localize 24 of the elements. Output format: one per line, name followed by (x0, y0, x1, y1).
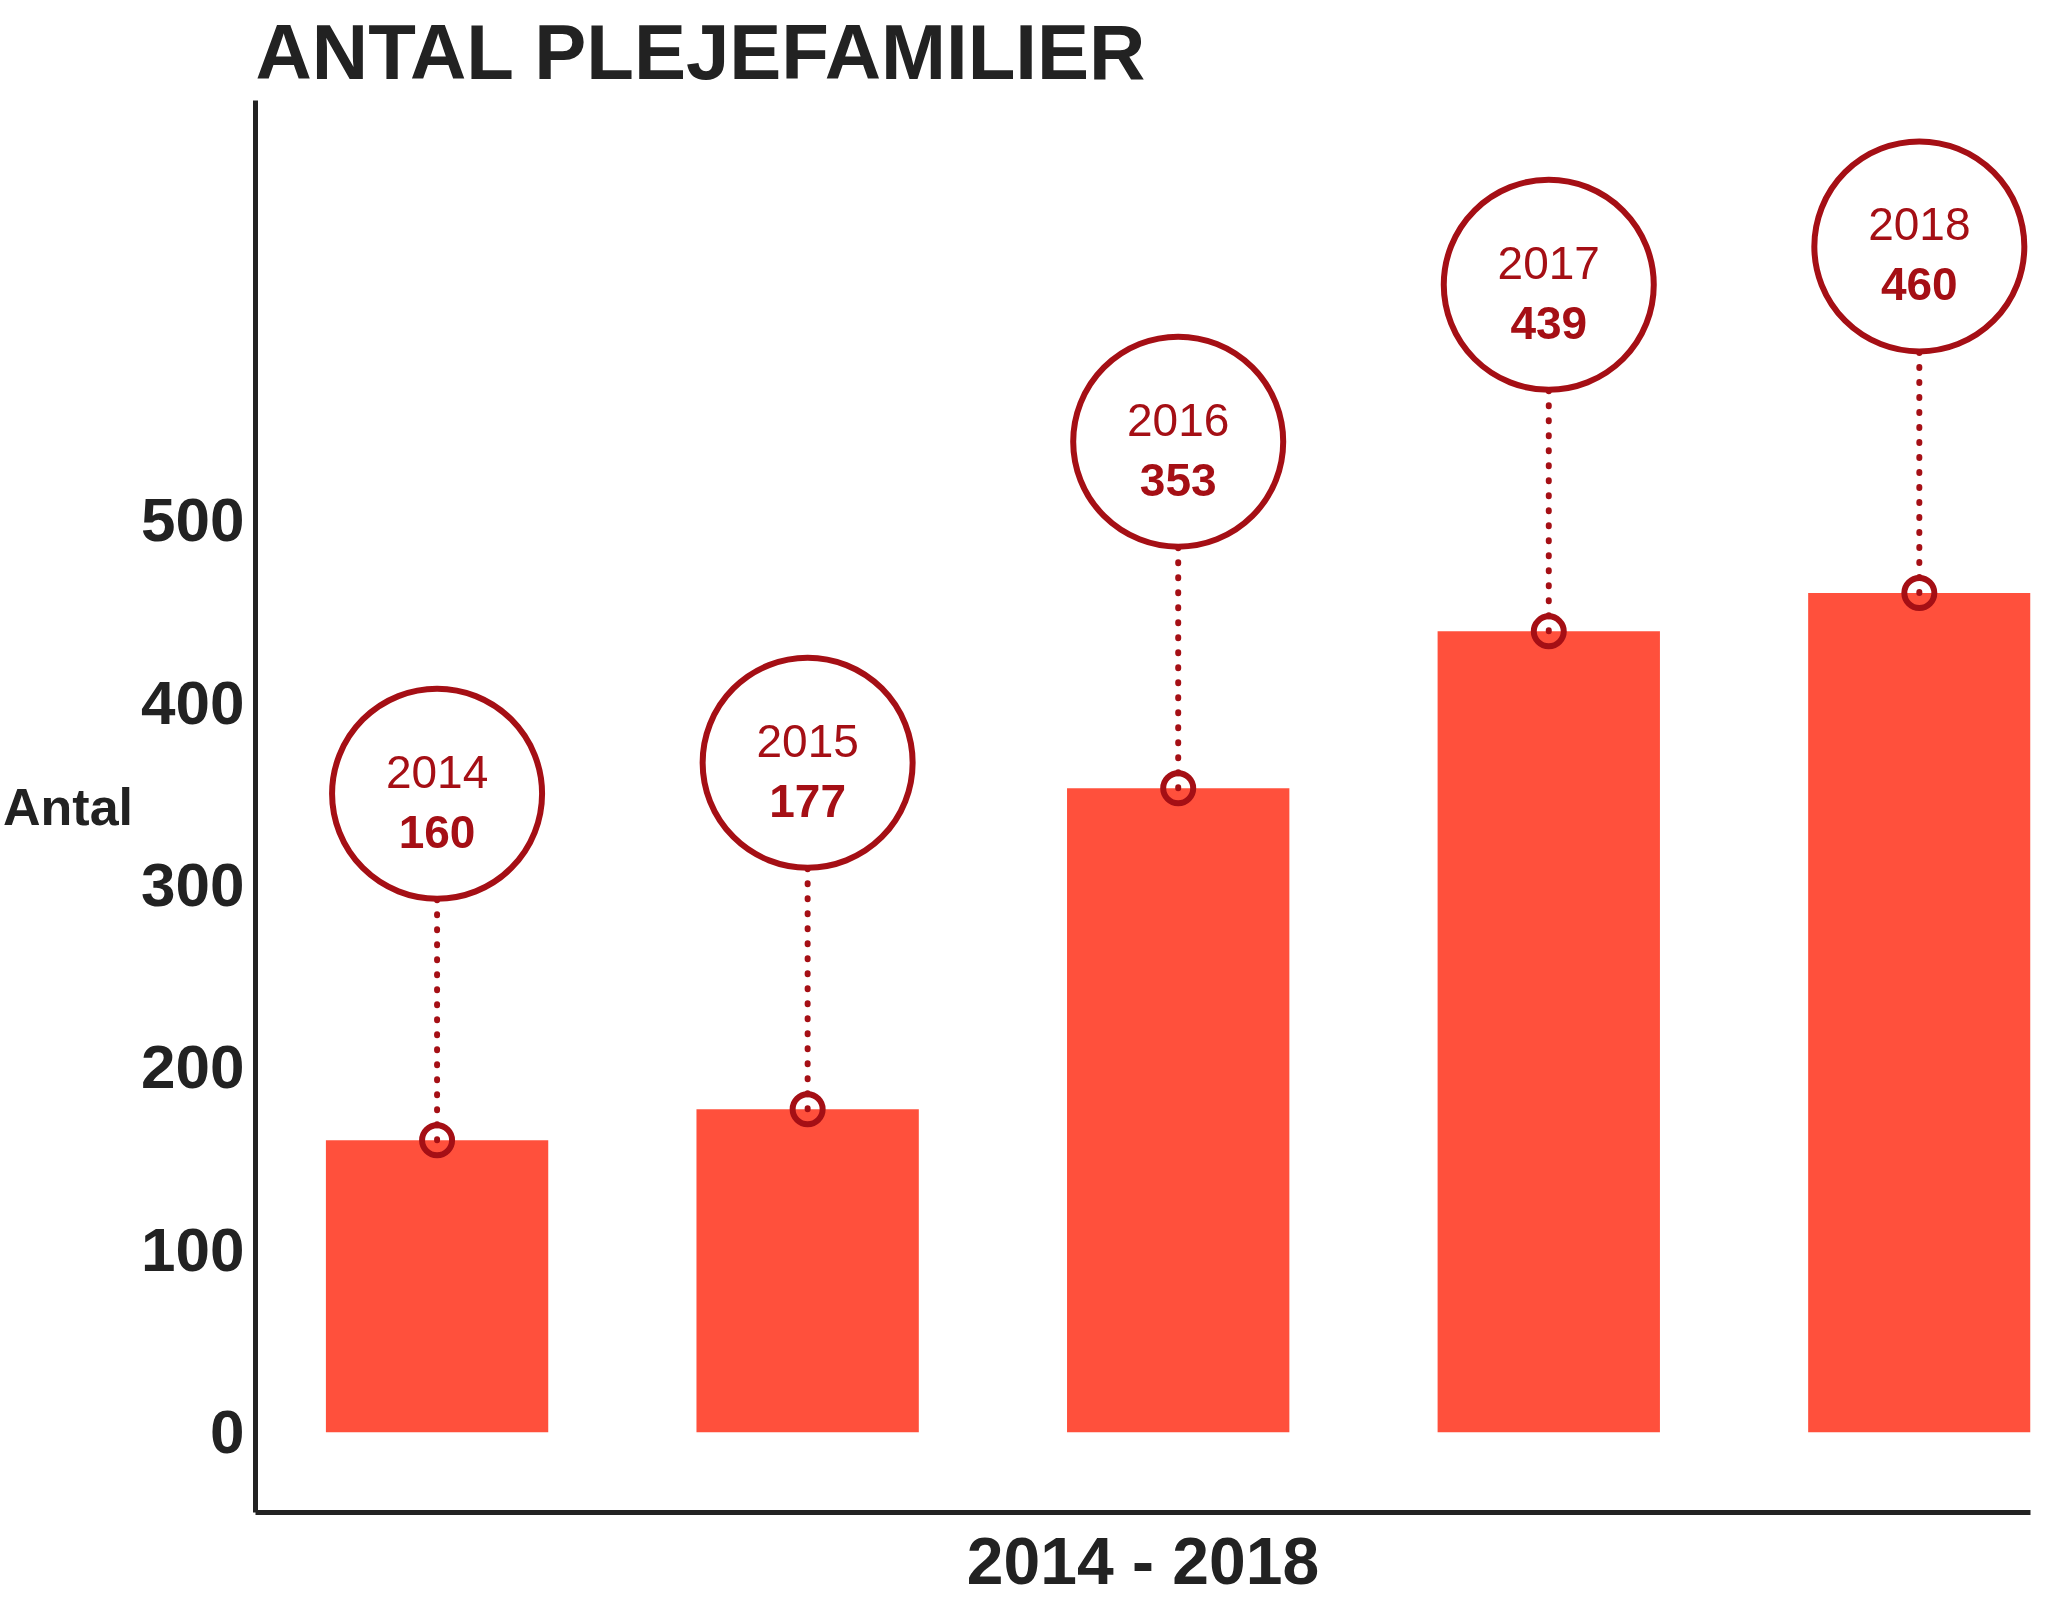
y-axis-title: Antal (3, 777, 134, 836)
y-tick-label: 100 (141, 1214, 245, 1284)
y-tick-label: 0 (210, 1397, 245, 1467)
x-tick-label: 2018 (1868, 198, 1971, 251)
y-tick-label: 200 (141, 1032, 245, 1102)
bar (325, 1140, 549, 1433)
bar (696, 1109, 919, 1433)
annotation: 160 (398, 805, 476, 858)
annotation: 460 (1880, 258, 1958, 311)
x-tick-label: 2017 (1497, 236, 1600, 289)
chart-title: ANTAL PLEJEFAMILIER (255, 7, 1146, 96)
annotation: 439 (1510, 296, 1588, 349)
x-tick-label: 2016 (1127, 393, 1230, 446)
bar (1808, 593, 2031, 1433)
x-axis-title: 2014 - 2018 (966, 1523, 1320, 1598)
y-tick-label: 300 (141, 849, 245, 919)
x-tick-label: 2014 (385, 745, 489, 798)
annotation: 353 (1139, 453, 1217, 506)
y-tick-label: 500 (141, 485, 245, 555)
bar (1067, 788, 1290, 1433)
x-tick-label: 2015 (756, 714, 859, 767)
bar (1437, 631, 1660, 1433)
annotation: 177 (769, 774, 847, 827)
y-tick-label: 400 (141, 667, 245, 737)
